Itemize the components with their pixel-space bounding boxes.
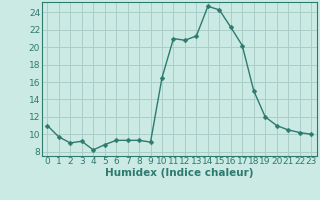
X-axis label: Humidex (Indice chaleur): Humidex (Indice chaleur)	[105, 168, 253, 178]
